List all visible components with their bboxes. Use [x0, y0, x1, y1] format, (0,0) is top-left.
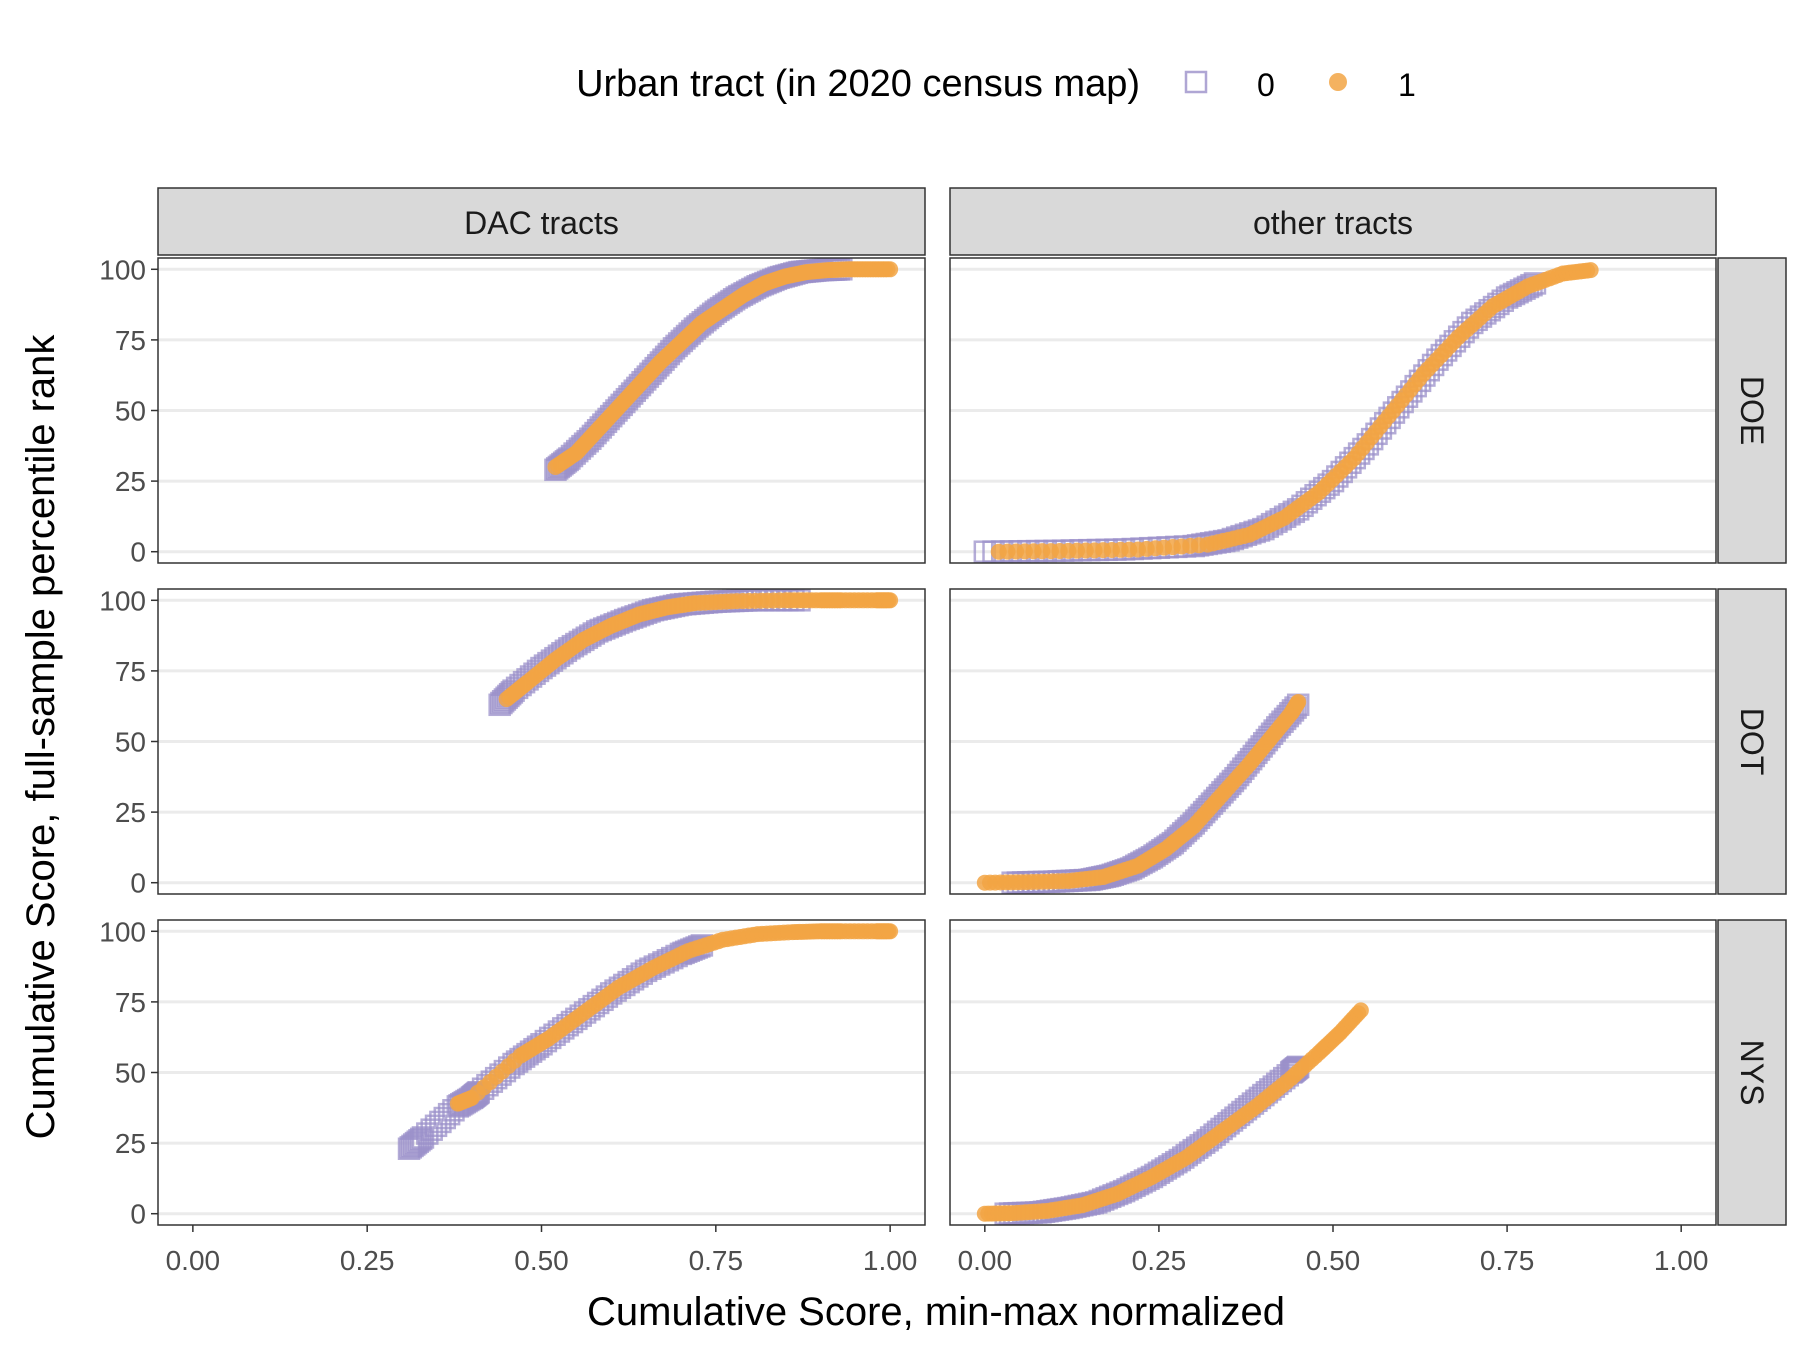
point-urban-0 — [411, 1126, 435, 1149]
point-urban-1 — [882, 923, 899, 940]
strip-nys — [1717, 919, 1787, 1226]
point-urban-0 — [416, 1122, 439, 1145]
strip-dac-tracts — [157, 187, 926, 256]
y-tick-label-dot-100: 100 — [99, 585, 146, 616]
panel-nys-other-tracts — [949, 919, 1717, 1226]
panel-border — [949, 588, 1717, 895]
strip-label-doe: DOE — [1734, 376, 1770, 445]
point-urban-0 — [429, 1110, 452, 1134]
x-tick-label-dac-tracts-1.00: 1.00 — [863, 1245, 918, 1276]
legend-label-0: 0 — [1257, 67, 1275, 103]
y-tick-label-doe-50: 50 — [115, 396, 146, 427]
y-tick-label-dot-25: 25 — [115, 797, 146, 828]
point-urban-1 — [1352, 1002, 1369, 1019]
strip-dot — [1717, 588, 1787, 895]
legend: Urban tract (in 2020 census map) 0 1 — [576, 63, 1416, 105]
x-tick-label-dac-tracts-0.75: 0.75 — [689, 1245, 744, 1276]
y-axis-title: Cumulative Score, full-sample percentile… — [19, 334, 63, 1140]
y-tick-label-nys-100: 100 — [99, 916, 146, 947]
point-urban-0 — [433, 1106, 457, 1130]
x-tick-label-dac-tracts-0.50: 0.50 — [514, 1245, 569, 1276]
y-tick-label-nys-0: 0 — [130, 1199, 146, 1230]
x-tick-label-other-tracts-0.75: 0.75 — [1480, 1245, 1535, 1276]
panel-nys-dac-tracts — [157, 919, 926, 1226]
y-tick-label-doe-0: 0 — [130, 537, 146, 568]
strip-label-dac-tracts: DAC tracts — [464, 205, 619, 241]
y-tick-label-dot-0: 0 — [130, 868, 146, 899]
panel-dot-dac-tracts — [157, 588, 926, 895]
point-urban-0 — [424, 1114, 448, 1138]
x-axis-title: Cumulative Score, min-max normalized — [587, 1290, 1285, 1334]
x-tick-label-other-tracts-0.50: 0.50 — [1306, 1245, 1361, 1276]
y-tick-label-dot-75: 75 — [115, 656, 146, 687]
y-tick-label-doe-100: 100 — [99, 254, 146, 285]
x-tick-label-other-tracts-1.00: 1.00 — [1654, 1245, 1709, 1276]
axes: 0 25 50 75 100 0 25 50 75 100 0 25 50 75 100 0.00 0.25 0.… — [99, 254, 1708, 1276]
point-urban-1 — [882, 261, 899, 278]
panel-dot-other-tracts — [949, 588, 1717, 895]
column-strips: DAC tracts other tracts — [157, 187, 1717, 256]
y-tick-label-nys-50: 50 — [115, 1058, 146, 1089]
panel-doe-other-tracts — [949, 257, 1717, 564]
strip-doe — [1717, 257, 1787, 564]
x-tick-label-dac-tracts-0.25: 0.25 — [340, 1245, 395, 1276]
point-urban-0 — [420, 1118, 443, 1141]
point-urban-1 — [1582, 262, 1599, 279]
legend-title: Urban tract (in 2020 census map) — [576, 63, 1140, 105]
panels — [157, 257, 1717, 1226]
legend-key-0-square — [1184, 70, 1208, 94]
y-tick-label-doe-25: 25 — [115, 466, 146, 497]
strip-label-other-tracts: other tracts — [1253, 205, 1413, 241]
panel-border — [949, 257, 1717, 564]
strip-label-dot: DOT — [1734, 708, 1770, 776]
y-tick-label-dot-50: 50 — [115, 727, 146, 758]
row-strips: DOE DOT NYS — [1717, 257, 1787, 1226]
strip-other-tracts — [949, 187, 1717, 256]
legend-label-1: 1 — [1398, 67, 1416, 103]
y-tick-label-nys-25: 25 — [115, 1128, 146, 1159]
y-tick-label-nys-75: 75 — [115, 987, 146, 1018]
x-tick-label-other-tracts-0.00: 0.00 — [958, 1245, 1013, 1276]
point-urban-1 — [1290, 693, 1307, 710]
panel-doe-dac-tracts — [157, 257, 926, 564]
point-urban-1 — [882, 592, 899, 609]
legend-key-1-circle — [1329, 73, 1347, 91]
x-tick-label-dac-tracts-0.00: 0.00 — [166, 1245, 221, 1276]
y-tick-label-doe-75: 75 — [115, 325, 146, 356]
x-tick-label-other-tracts-0.25: 0.25 — [1132, 1245, 1187, 1276]
strip-label-nys: NYS — [1734, 1040, 1770, 1106]
